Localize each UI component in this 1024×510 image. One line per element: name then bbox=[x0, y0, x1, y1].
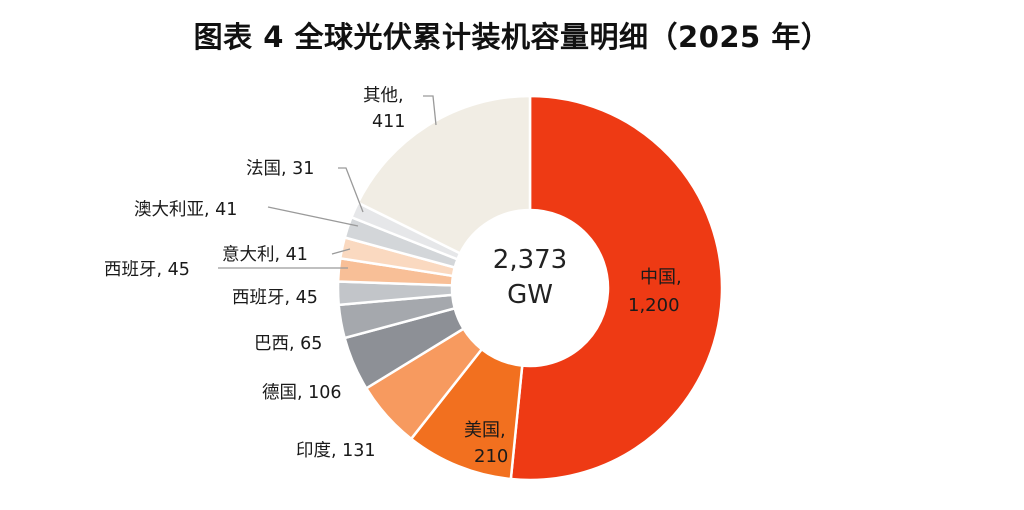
chart-title: 图表 4 全球光伏累计装机容量明细（2025 年） bbox=[193, 20, 831, 54]
label-other-line2: 411 bbox=[372, 112, 405, 132]
label-china-line1: 中国, bbox=[640, 267, 682, 288]
label-germany: 德国, 106 bbox=[262, 383, 342, 403]
label-other-line1: 其他, bbox=[363, 86, 404, 106]
slice-0 bbox=[509, 94, 724, 482]
label-usa-line1: 美国, bbox=[464, 420, 506, 441]
slice-10 bbox=[356, 94, 532, 256]
leader-line-italy bbox=[331, 248, 351, 255]
label-france: 法国, 31 bbox=[246, 159, 314, 179]
label-italy: 意大利, 41 bbox=[222, 245, 308, 265]
label-australia: 澳大利亚, 41 bbox=[134, 200, 237, 220]
label-brazil: 巴西, 65 bbox=[254, 334, 322, 354]
center-unit: GW bbox=[507, 280, 553, 310]
leader-lines bbox=[218, 95, 437, 269]
leader-line-france bbox=[338, 167, 364, 213]
label-china-line2: 1,200 bbox=[628, 295, 680, 316]
leader-line-australia bbox=[267, 206, 359, 227]
leader-line-other bbox=[423, 95, 437, 126]
label-spain-2: 西班牙, 45 bbox=[232, 288, 318, 308]
center-total: 2,373 bbox=[493, 245, 567, 275]
label-india: 印度, 131 bbox=[296, 441, 376, 461]
donut-slices bbox=[336, 94, 724, 482]
label-spain-1: 西班牙, 45 bbox=[104, 260, 190, 280]
label-usa-line2: 210 bbox=[474, 446, 508, 467]
